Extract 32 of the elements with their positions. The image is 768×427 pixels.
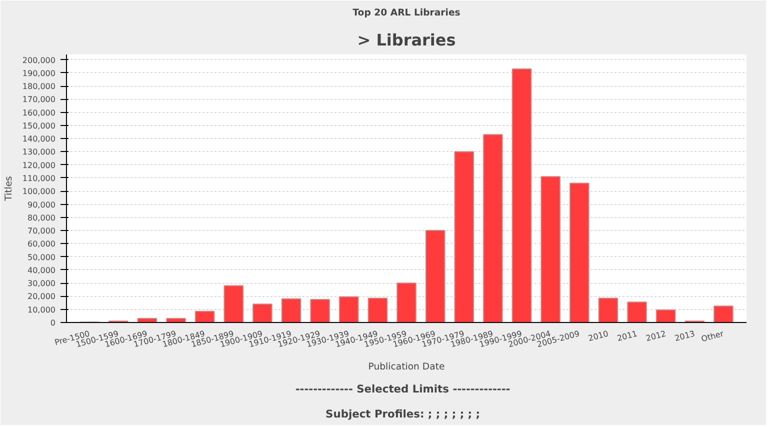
chart-subtitle: > Libraries: [357, 30, 456, 50]
x-tick-label: 2010: [587, 329, 610, 344]
y-tick-label: 180,000: [22, 82, 56, 92]
y-tick-label: 120,000: [22, 160, 56, 170]
x-tick-label: 2013: [674, 329, 696, 344]
chart-title: Top 20 ARL Libraries: [352, 8, 461, 18]
y-axis-title: Titles: [3, 176, 14, 202]
y-tick-label: 40,000: [28, 266, 56, 275]
y-tick-label: 170,000: [22, 95, 56, 104]
x-axis-title: Publication Date: [368, 361, 445, 372]
y-tick-label: 80,000: [28, 213, 56, 222]
y-tick-label: 20,000: [28, 292, 56, 302]
y-tick-label: 30,000: [28, 279, 56, 288]
x-tick-label: Other: [700, 328, 726, 344]
y-tick-label: 190,000: [22, 68, 56, 78]
y-tick-label: 150,000: [22, 121, 56, 130]
y-tick-label: 10,000: [28, 305, 56, 314]
y-tick-label: 100,000: [22, 187, 56, 196]
y-tick-label: 60,000: [28, 240, 56, 249]
y-tick-label: 160,000: [22, 108, 56, 118]
y-tick-label: 50,000: [28, 252, 56, 262]
y-tick-label: 140,000: [22, 134, 56, 144]
text: Subject Profiles: ; ; ; ; ; ; ;: [326, 408, 480, 420]
y-tick-label: 70,000: [28, 226, 56, 236]
y-tick-label: 90,000: [28, 200, 56, 210]
x-tick-label: 2012: [644, 329, 667, 344]
y-tick-label: 200,000: [22, 56, 56, 65]
y-tick-label: 0: [50, 318, 56, 328]
y-tick-label: 130,000: [22, 148, 56, 157]
text: ------------- Selected Limits -------------: [295, 382, 510, 396]
x-tick-label: 2011: [616, 329, 638, 344]
y-tick-label: 110,000: [22, 174, 56, 183]
